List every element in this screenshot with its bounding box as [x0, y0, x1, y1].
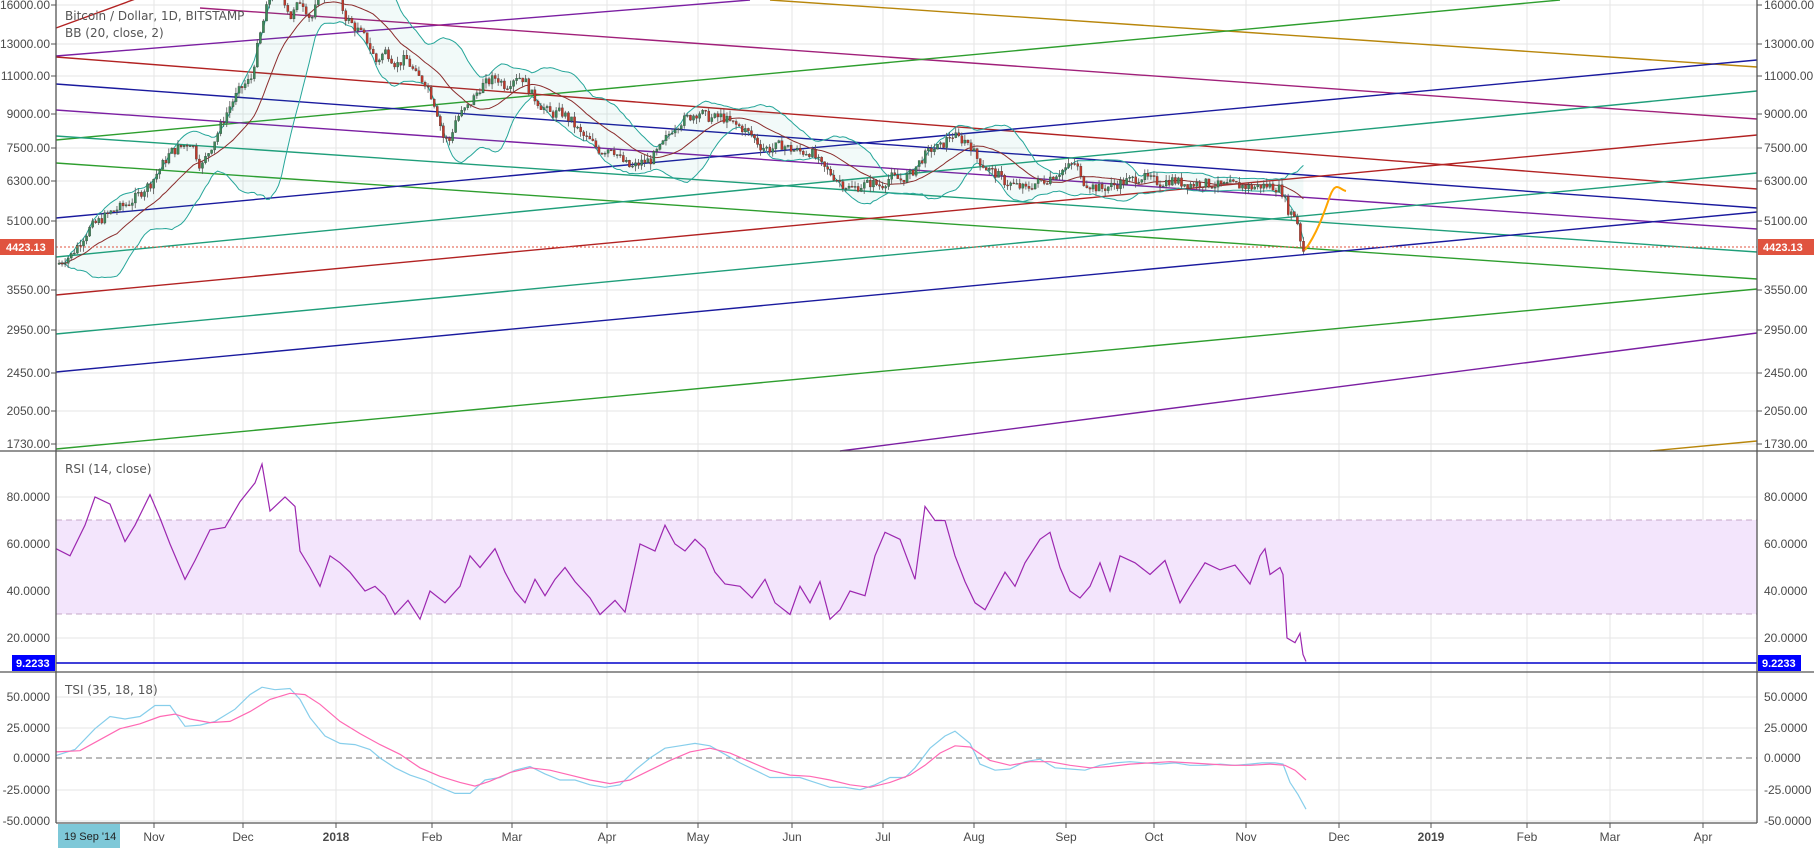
tsi-tick: 0.0000 [13, 751, 50, 765]
price-tick: 16000.00 [1764, 0, 1814, 12]
rsi-tag-right: 9.2233 [1758, 655, 1801, 671]
svg-text:19 Sep '14: 19 Sep '14 [64, 831, 116, 843]
rsi-tick: 80.0000 [1764, 490, 1808, 504]
price-tick: 9000.00 [7, 107, 51, 121]
time-tick: 2018 [323, 830, 350, 844]
rsi-axis[interactable]: 80.0000 80.0000 60.0000 60.0000 40.0000 40.00… [7, 490, 1808, 645]
time-tick: Apr [1694, 830, 1713, 844]
rsi-tick: 40.0000 [7, 584, 51, 598]
tsi-tick: 0.0000 [1764, 751, 1801, 765]
rsi-tick: 80.0000 [7, 490, 51, 504]
time-tick: Jul [875, 830, 890, 844]
price-tick: 1730.00 [1764, 437, 1808, 451]
tsi-tick: -50.0000 [3, 814, 51, 828]
candlesticks[interactable] [57, 0, 1305, 268]
svg-text:4423.13: 4423.13 [6, 242, 46, 254]
cursor-date-label: 19 Sep '14 [58, 824, 120, 848]
tsi-tick: 50.0000 [7, 690, 51, 704]
pane-separators[interactable] [0, 0, 1814, 824]
time-tick: Dec [232, 830, 253, 844]
time-tick: Apr [598, 830, 617, 844]
svg-text:4423.13: 4423.13 [1763, 242, 1803, 254]
tsi-tick: 25.0000 [1764, 721, 1808, 735]
symbol-title: Bitcoin / Dollar, 1D, BITSTAMP [65, 9, 244, 23]
price-tick: 11000.00 [1, 69, 50, 83]
tsi-axis[interactable]: 50.0000 50.0000 25.0000 25.0000 0.0000 0.0000… [3, 690, 1812, 828]
time-tick: Nov [1235, 830, 1256, 844]
time-tick: Mar [1600, 830, 1621, 844]
price-tag-left: 4423.13 [0, 239, 54, 255]
bb-indicator-title: BB (20, close, 2) [65, 26, 164, 40]
rsi-tick: 20.0000 [1764, 631, 1808, 645]
price-tick: 5100.00 [7, 214, 51, 228]
tsi-line [55, 686, 1307, 810]
tsi-tick: -50.0000 [1764, 814, 1812, 828]
time-tick: Aug [963, 830, 984, 844]
price-tick: 7500.00 [7, 141, 51, 155]
price-tick: 6300.00 [7, 174, 51, 188]
tsi-tick: 50.0000 [1764, 690, 1808, 704]
projection-path[interactable] [1304, 186, 1347, 251]
time-tick: Mar [502, 830, 523, 844]
price-tick: 2950.00 [1764, 323, 1808, 337]
svg-text:9.2233: 9.2233 [1762, 658, 1796, 670]
price-tag-right: 4423.13 [1758, 239, 1814, 255]
time-tick: Feb [422, 830, 443, 844]
price-axis-left[interactable]: 16000.00 13000.00 11000.00 9000.00 7500.00 63… [0, 0, 56, 451]
time-tick: Dec [1328, 830, 1349, 844]
tsi-tick: -25.0000 [3, 783, 51, 797]
price-tick: 2050.00 [7, 404, 51, 418]
tsi-tick: 25.0000 [7, 721, 51, 735]
price-tick: 2450.00 [1764, 366, 1808, 380]
price-tick: 13000.00 [0, 37, 50, 51]
rsi-tick: 20.0000 [7, 631, 51, 645]
rsi-title: RSI (14, close) [65, 462, 151, 476]
time-tick: May [687, 830, 710, 844]
rsi-tick: 40.0000 [1764, 584, 1808, 598]
rsi-tag-left: 9.2233 [12, 655, 55, 671]
price-tick: 2950.00 [7, 323, 51, 337]
price-tick: 11000.00 [1764, 69, 1813, 83]
price-tick: 2450.00 [7, 366, 51, 380]
tsi-signal-line [55, 692, 1307, 788]
time-tick: Jun [782, 830, 801, 844]
trendlines[interactable] [55, 0, 1758, 452]
time-tick: Sep [1055, 830, 1077, 844]
price-axis-right[interactable]: 16000.00 13000.00 11000.00 9000.00 7500.00 63… [1757, 0, 1814, 451]
price-tick: 16000.00 [0, 0, 50, 12]
time-tick: 2019 [1418, 830, 1445, 844]
price-tick: 9000.00 [1764, 107, 1808, 121]
price-tick: 1730.00 [7, 437, 51, 451]
rsi-band [56, 519, 1757, 615]
price-tick: 3550.00 [7, 283, 51, 297]
price-tick: 5100.00 [1764, 214, 1808, 228]
tsi-title: TSI (35, 18, 18) [64, 683, 158, 697]
price-tick: 3550.00 [1764, 283, 1808, 297]
rsi-tick: 60.0000 [7, 537, 51, 551]
price-tick: 2050.00 [1764, 404, 1808, 418]
time-axis[interactable]: Nov Dec 2018 Feb Mar Apr May Jun Jul Aug Sep Oct Nov… [143, 823, 1712, 844]
time-tick: Feb [1517, 830, 1538, 844]
price-tick: 6300.00 [1764, 174, 1808, 188]
rsi-line [55, 461, 1307, 662]
time-tick: Nov [143, 830, 164, 844]
tsi-tick: -25.0000 [1764, 783, 1812, 797]
svg-text:9.2233: 9.2233 [16, 658, 50, 670]
time-tick: Oct [1145, 830, 1164, 844]
price-tick: 7500.00 [1764, 141, 1808, 155]
price-tick: 13000.00 [1764, 37, 1814, 51]
rsi-tick: 60.0000 [1764, 537, 1808, 551]
